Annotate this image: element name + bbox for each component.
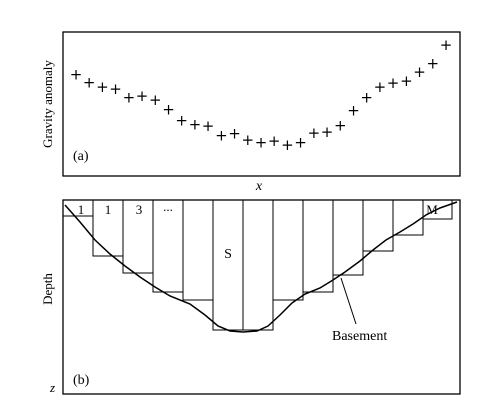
gravity-point: + [215, 127, 228, 145]
prism-lines [63, 200, 453, 331]
x-axis-label: x [255, 179, 263, 194]
gravity-point: + [387, 74, 400, 92]
prism-label-3: 3 [136, 202, 143, 217]
gravity-point: + [242, 131, 255, 149]
gravity-point: + [83, 73, 96, 91]
gravity-point: + [109, 80, 122, 98]
gravity-anomaly-points: + + + + + + +++ + ++ + + + + + ++ + ++++ + + + ++ [70, 36, 453, 154]
gravity-point: + [255, 133, 268, 151]
gravity-point: + [308, 124, 321, 142]
gravity-point: + [202, 117, 215, 135]
gravity-point: + [334, 116, 347, 134]
gravity-point: + [281, 136, 294, 154]
gravity-point: + [400, 72, 413, 90]
panel-a: Gravity anomaly (a) + + + + + + +++ + ++ + + + + + ++ +… [40, 31, 461, 177]
gravity-point: + [347, 101, 360, 119]
gravity-point: + [175, 112, 188, 130]
prism-label-ellipsis: ... [163, 199, 173, 214]
gravity-point: + [70, 65, 83, 83]
panel-b-label: (b) [73, 373, 90, 388]
gravity-point: + [427, 54, 440, 72]
panel-b: Depth z (b) Basement S 1 1 3 ... M [40, 199, 461, 395]
gravity-point: + [123, 88, 136, 106]
gravity-point: + [413, 63, 426, 81]
gravity-point: + [136, 87, 149, 105]
gravity-point: + [228, 124, 241, 142]
basement-label: Basement [332, 329, 387, 344]
panel-a-label: (a) [73, 149, 89, 164]
panel-b-frame [62, 199, 461, 395]
gravity-point: + [149, 91, 162, 109]
prism-grid [63, 200, 453, 331]
gravity-point: + [374, 78, 387, 96]
center-prism-label: S [224, 247, 232, 262]
panel-a-frame [62, 31, 461, 177]
gravity-point: + [96, 78, 109, 96]
gravity-point: + [360, 88, 373, 106]
gravity-point: + [162, 101, 175, 119]
basement-curve [64, 201, 458, 333]
panel-a-y-axis-label: Gravity anomaly [40, 60, 55, 148]
gravity-point: + [321, 123, 334, 141]
prism-label-1: 1 [78, 202, 85, 217]
prism-label-m: M [426, 202, 438, 217]
prism-label-2: 1 [105, 202, 112, 217]
gravity-point: + [268, 132, 281, 150]
gravity-point: + [294, 133, 307, 151]
gravity-point: + [189, 116, 202, 134]
gravity-point: + [440, 36, 453, 54]
panel-b-y-axis-label: Depth [40, 273, 55, 305]
depth-symbol: z [49, 380, 55, 395]
basement-leader [340, 277, 357, 325]
